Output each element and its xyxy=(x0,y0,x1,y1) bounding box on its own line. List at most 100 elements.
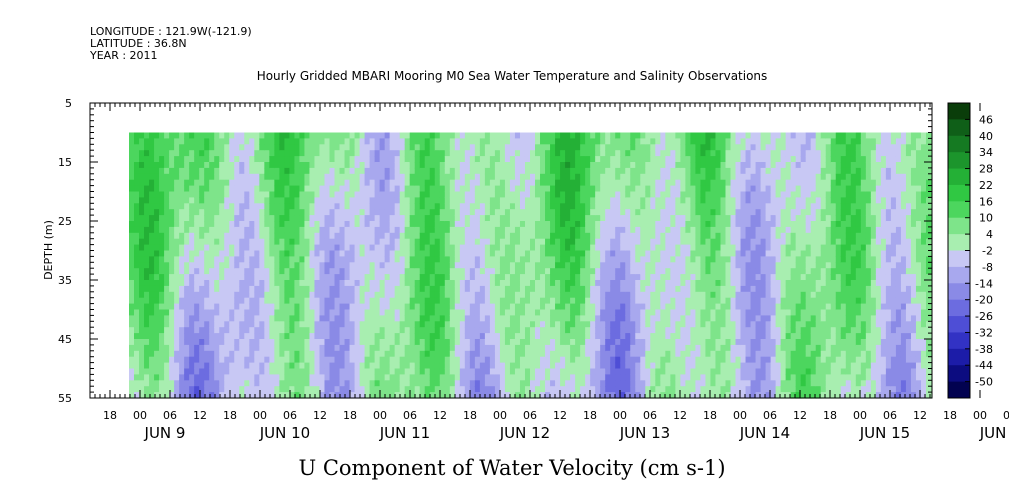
heatmap-cell xyxy=(359,232,366,240)
heatmap-cell xyxy=(424,162,431,169)
heatmap-cell xyxy=(259,197,265,204)
heatmap-cell xyxy=(615,226,621,234)
heatmap-cell xyxy=(429,268,436,275)
heatmap-cell xyxy=(159,321,165,328)
heatmap-cell xyxy=(439,274,446,281)
heatmap-cell xyxy=(249,274,255,281)
heatmap-cell xyxy=(294,197,301,204)
heatmap-cell xyxy=(509,392,516,399)
year-label: YEAR : 2011 xyxy=(89,49,158,62)
heatmap-cell xyxy=(620,321,626,328)
heatmap-cell xyxy=(675,191,681,198)
heatmap-cell xyxy=(575,221,581,228)
heatmap-cell xyxy=(134,386,140,393)
heatmap-cell xyxy=(655,150,661,157)
heatmap-cell xyxy=(349,191,356,198)
heatmap-cell xyxy=(640,386,646,393)
heatmap-cell xyxy=(530,368,536,375)
heatmap-cell xyxy=(174,333,180,340)
heatmap-cell xyxy=(299,173,306,181)
heatmap-cell xyxy=(429,303,436,311)
heatmap-cell xyxy=(660,179,666,187)
heatmap-cell xyxy=(399,167,406,175)
heatmap-cell xyxy=(670,339,676,346)
heatmap-cell xyxy=(519,350,526,358)
heatmap-cell xyxy=(479,215,486,222)
heatmap-cell xyxy=(439,132,446,139)
heatmap-cell xyxy=(419,226,426,234)
heatmap-cell xyxy=(454,268,461,275)
heatmap-cell xyxy=(234,344,240,352)
heatmap-cell xyxy=(409,197,416,204)
heatmap-cell xyxy=(344,185,351,193)
heatmap-cell xyxy=(164,392,170,399)
heatmap-cell xyxy=(590,291,596,299)
heatmap-cell xyxy=(680,144,686,151)
heatmap-cell xyxy=(284,309,290,316)
heatmap-cell xyxy=(439,262,446,269)
heatmap-cell xyxy=(484,262,491,269)
heatmap-cell xyxy=(630,374,636,381)
heatmap-cell xyxy=(174,350,180,358)
heatmap-cell xyxy=(595,303,601,311)
heatmap-cell xyxy=(174,268,180,275)
heatmap-cell xyxy=(184,250,190,257)
heatmap-cell xyxy=(314,321,321,328)
heatmap-cell xyxy=(665,179,671,187)
heatmap-cell xyxy=(665,162,671,169)
heatmap-cell xyxy=(269,221,275,228)
heatmap-cell xyxy=(224,167,230,175)
heatmap-cell xyxy=(139,303,145,311)
heatmap-cell xyxy=(449,209,456,216)
heatmap-cell xyxy=(254,244,260,252)
heatmap-cell xyxy=(364,250,371,257)
heatmap-cell xyxy=(560,185,566,193)
heatmap-cell xyxy=(550,333,556,340)
heatmap-cell xyxy=(580,309,586,316)
heatmap-cell xyxy=(209,374,215,381)
heatmap-cell xyxy=(324,309,331,316)
heatmap-cell xyxy=(409,368,416,375)
heatmap-cell xyxy=(279,191,285,198)
heatmap-cell xyxy=(635,262,641,269)
heatmap-cell xyxy=(590,244,596,252)
heatmap-cell xyxy=(354,368,361,375)
heatmap-cell xyxy=(224,280,230,287)
heatmap-cell xyxy=(535,392,541,399)
heatmap-cell xyxy=(304,238,311,246)
heatmap-cell xyxy=(409,238,416,246)
heatmap-cell xyxy=(504,162,511,169)
heatmap-cell xyxy=(414,144,421,151)
heatmap-cell xyxy=(134,226,140,234)
heatmap-cell xyxy=(535,280,541,287)
heatmap-cell xyxy=(630,333,636,340)
heatmap-cell xyxy=(615,374,621,381)
heatmap-cell xyxy=(595,244,601,252)
heatmap-cell xyxy=(189,309,195,316)
heatmap-cell xyxy=(224,144,230,151)
heatmap-cell xyxy=(565,221,571,228)
heatmap-cell xyxy=(580,150,586,157)
heatmap-cell xyxy=(349,250,356,257)
heatmap-cell xyxy=(294,362,301,370)
heatmap-cell xyxy=(144,327,150,334)
heatmap-cell xyxy=(670,179,676,187)
heatmap-cell xyxy=(139,262,145,269)
heatmap-cell xyxy=(640,374,646,381)
heatmap-cell xyxy=(670,350,676,358)
heatmap-cell xyxy=(535,344,541,352)
heatmap-cell xyxy=(610,356,616,364)
heatmap-cell xyxy=(489,356,496,364)
heatmap-cell xyxy=(184,356,190,364)
heatmap-cell xyxy=(429,368,436,375)
heatmap-cell xyxy=(570,132,576,139)
heatmap-cell xyxy=(184,291,190,299)
heatmap-cell xyxy=(139,386,145,393)
heatmap-cell xyxy=(550,262,556,269)
heatmap-cell xyxy=(204,215,210,222)
heatmap-cell xyxy=(459,256,466,263)
heatmap-cell xyxy=(264,386,270,393)
heatmap-cell xyxy=(314,209,321,216)
heatmap-cell xyxy=(474,339,481,346)
heatmap-cell xyxy=(139,250,145,257)
